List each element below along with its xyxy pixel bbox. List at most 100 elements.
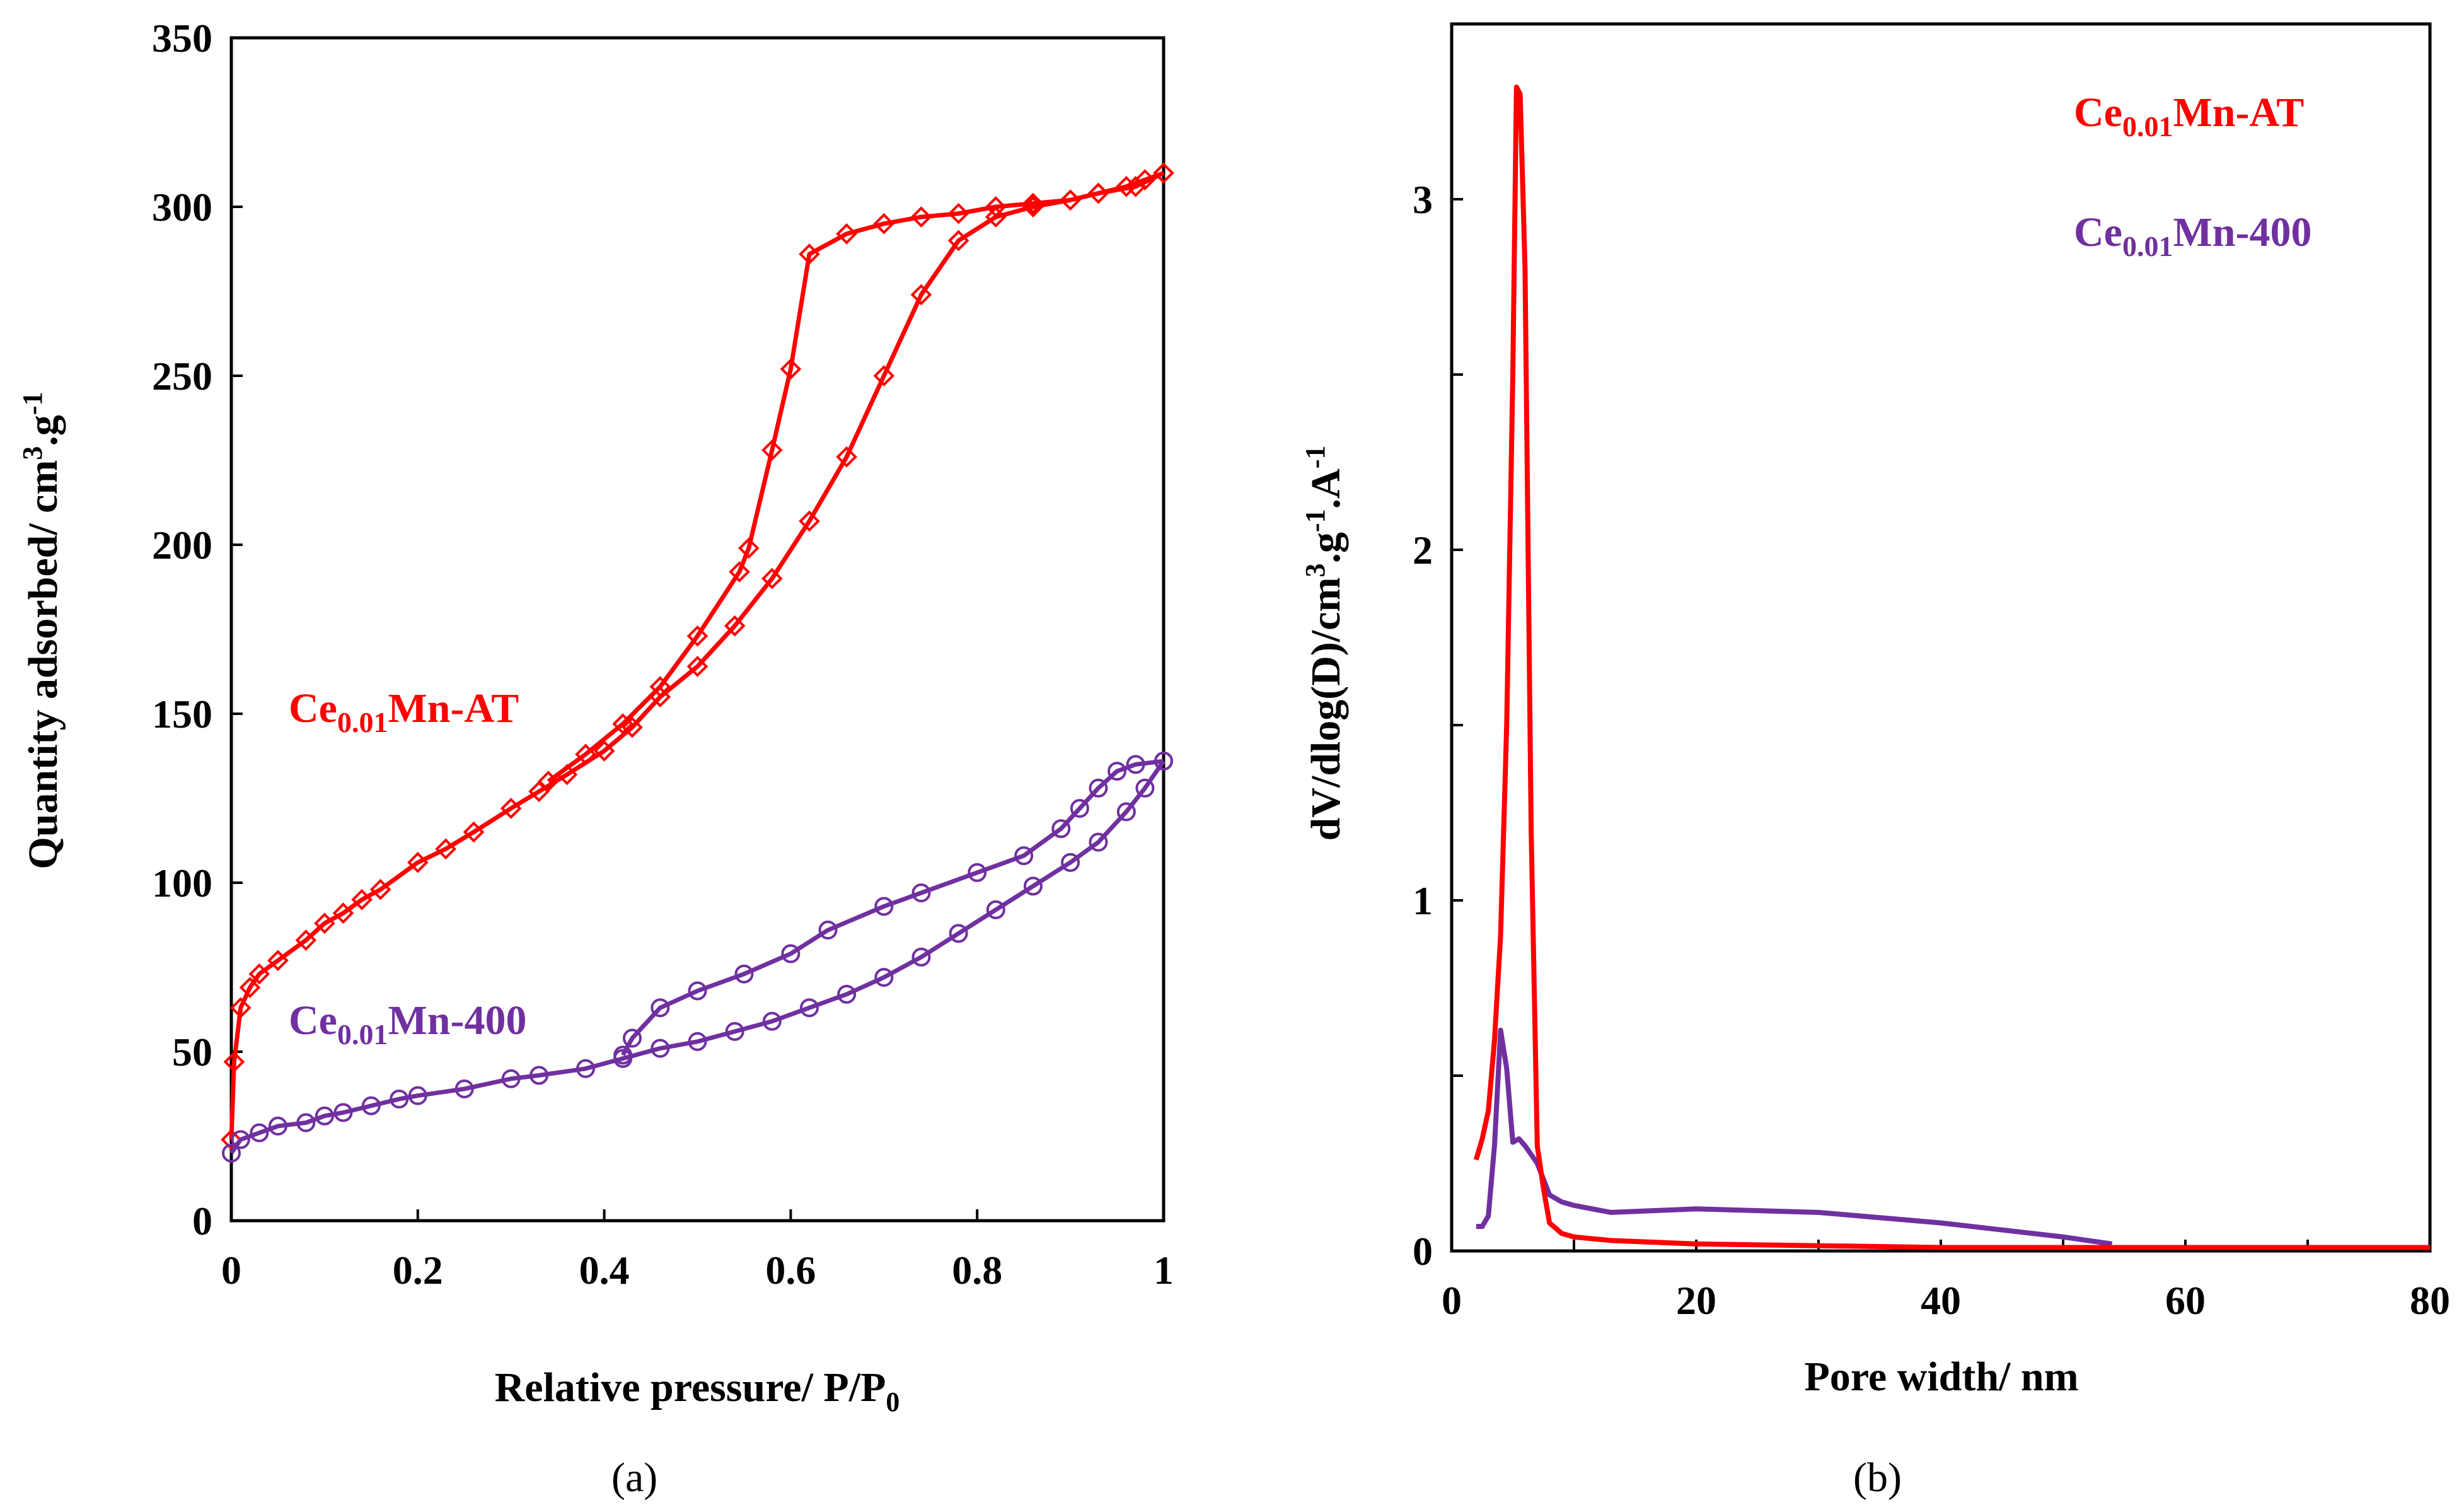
y-title-sup1: 3 [1300,564,1331,578]
data-point-diamond [649,676,671,697]
data-point-circle [1061,852,1080,872]
x-axis-title-sub: 0 [886,1387,899,1417]
plot-frame-a [229,36,1165,1223]
data-point-diamond [295,929,317,951]
y-tick-label: 2 [1413,528,1433,573]
data-point-circle [1126,755,1145,774]
leg-b: Mn-400 [2173,209,2311,255]
data-point-circle [390,1090,409,1109]
panel-label-b: (b) [1853,1455,1902,1501]
data-point-circle [818,921,838,940]
data-point-circle [231,1130,250,1149]
data-point-circle [874,897,894,916]
data-point-diamond [724,615,746,637]
data-point-diamond [575,743,596,765]
data-point-circle [333,1103,353,1122]
leg-sub: 0.01 [337,706,388,738]
data-point-circle [651,1038,670,1058]
y-tick-label: 100 [152,861,212,905]
y-tick-label: 3 [1413,177,1433,222]
x-tick-label: 0 [1442,1278,1462,1323]
panel-b-pore-size: 0 20 40 60 80 0 1 2 3 Pore width/ nm dV/dlog(D)/… [1300,22,2450,1501]
data-point-circle [576,1059,596,1078]
data-point-circle [315,1106,334,1125]
y-tick-label: 300 [152,185,212,230]
data-point-circle [1135,778,1155,798]
data-point-circle [1089,778,1108,798]
data-point-circle [781,944,801,963]
series-line-desorption [547,171,1165,784]
y-tick-label: 200 [152,523,212,567]
series-line-adsorption [229,760,1165,1154]
data-point-circle [501,1069,521,1088]
leg-a: Ce [289,685,337,731]
data-point-circle [1014,846,1034,866]
x-tick-label: 20 [1676,1278,1716,1323]
data-point-circle [454,1079,474,1098]
data-point-diamond [528,781,550,803]
data-point-diamond [229,997,252,1019]
legend-label-at-b: Ce0.01Mn-AT [2074,90,2304,142]
data-point-diamond [1022,192,1044,214]
y-title-sup3: -1 [1300,446,1331,469]
legend-label-400-b: Ce0.01Mn-400 [2074,209,2311,262]
data-point-circle [1089,832,1108,852]
y-title-a: Quantity adsorbed/ cm [20,460,66,869]
leg-a: Ce [2074,209,2122,255]
data-point-diamond [799,510,820,532]
data-point-circle [968,863,987,882]
data-point-diamond [780,358,802,380]
x-tick-label: 1 [1154,1248,1174,1293]
data-point-diamond [873,212,895,235]
y-title-sup1: 3 [17,446,48,460]
y-title-sup2: -1 [1300,509,1331,532]
leg-b: Mn-AT [2173,90,2304,136]
data-point-diamond [622,716,643,738]
data-point-diamond [248,963,270,985]
data-point-circle [799,998,819,1018]
data-point-diamond [686,625,709,647]
data-point-diamond [369,878,391,900]
y-tick-label: 350 [152,16,212,61]
data-point-diamond [985,206,1007,228]
data-point-diamond [239,977,261,998]
data-point-circle [268,1116,287,1136]
y-tick-label: 250 [152,354,212,398]
data-point-diamond [332,902,354,924]
data-point-diamond [910,284,932,306]
y-tick-label: 0 [192,1199,212,1243]
data-point-circle [1070,799,1089,818]
x-axis-title-text: Relative pressure/ P/P [495,1364,886,1410]
y-title-a: dV/dlog(D)/cm [1303,578,1349,841]
data-point-circle [361,1096,381,1115]
x-tick-label: 0.2 [393,1248,443,1293]
data-point-circle [1051,819,1071,839]
data-point-circle [529,1066,549,1085]
y-axis-title-a: Quantity adsorbed/ cm3.g-1 [17,392,66,869]
data-point-diamond [985,196,1007,218]
data-point-diamond [1125,176,1147,197]
y-title-b: .g [20,415,66,446]
data-point-circle [622,1028,642,1048]
data-point-diamond [267,950,289,972]
data-point-circle [613,1045,633,1065]
y-title-sup2: -1 [17,392,48,415]
data-point-diamond [873,365,895,387]
data-point-diamond [729,561,750,583]
leg-a: Ce [2074,90,2122,136]
data-point-diamond [593,740,615,762]
data-point-circle [762,1011,782,1031]
y-tick-label: 1 [1413,878,1433,923]
legend-label-at-a: Ce0.01Mn-AT [289,685,519,738]
data-point-diamond [435,838,456,860]
data-point-circle [1023,876,1043,896]
data-point-diamond [947,202,969,224]
y-tick-label: 150 [152,692,212,736]
data-point-diamond [1116,176,1137,197]
x-tick-label: 60 [2165,1278,2206,1323]
data-point-circle [222,1143,241,1163]
leg-sub: 0.01 [337,1018,388,1050]
leg-b: Mn-400 [388,997,526,1044]
panel-label-a: (a) [611,1455,657,1501]
